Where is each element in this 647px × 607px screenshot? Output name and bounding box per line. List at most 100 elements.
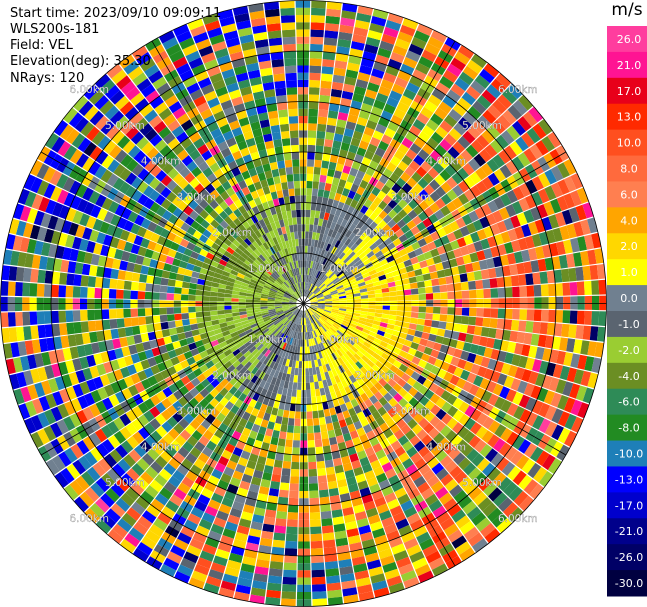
velocity-cell [44, 270, 53, 284]
velocity-cell [137, 370, 148, 382]
velocity-cell [126, 262, 135, 272]
velocity-cell [126, 397, 138, 409]
velocity-cell [349, 374, 357, 384]
velocity-cell [355, 473, 367, 484]
velocity-cell [160, 450, 173, 463]
velocity-cell [316, 196, 323, 205]
velocity-cell [251, 276, 259, 282]
velocity-cell [76, 198, 89, 213]
velocity-cell [356, 147, 367, 157]
velocity-cell [487, 507, 503, 523]
velocity-cell [125, 86, 141, 101]
velocity-cell [319, 417, 326, 425]
velocity-cell [307, 275, 311, 283]
velocity-cell [278, 276, 285, 283]
velocity-cell [209, 162, 220, 173]
velocity-cell [471, 53, 487, 69]
velocity-cell [306, 389, 311, 398]
velocity-cell [476, 250, 486, 261]
velocity-cell [218, 283, 227, 289]
velocity-cell [374, 534, 388, 546]
velocity-cell [554, 323, 563, 337]
velocity-cell [15, 220, 27, 237]
velocity-cell [373, 400, 383, 411]
velocity-cell [23, 326, 32, 341]
velocity-cell [500, 179, 513, 193]
velocity-cell [37, 146, 51, 163]
velocity-cell [445, 430, 458, 442]
velocity-cell [174, 251, 184, 261]
velocity-cell [563, 397, 576, 413]
velocity-cell [109, 110, 124, 125]
velocity-cell [555, 379, 567, 394]
velocity-cell [589, 264, 599, 280]
velocity-cell [285, 540, 298, 549]
range-label: 5.00km [462, 120, 502, 132]
velocity-cell [101, 309, 110, 320]
velocity-cell [167, 138, 180, 150]
velocity-cell [184, 330, 193, 339]
velocity-cell [170, 544, 186, 558]
velocity-cell [59, 388, 71, 403]
velocity-cell [530, 206, 542, 221]
velocity-cell [154, 139, 167, 152]
velocity-cell [254, 401, 263, 411]
velocity-cell [194, 214, 205, 225]
velocity-cell [544, 169, 557, 185]
velocity-cell [280, 130, 290, 139]
velocity-cell [394, 342, 404, 350]
velocity-cell [324, 332, 330, 340]
colorbar-tick-label: 10.0 [617, 137, 642, 150]
velocity-cell [161, 506, 176, 519]
velocity-cell [518, 94, 534, 111]
velocity-cell [431, 88, 446, 101]
velocity-cell [413, 154, 425, 166]
velocity-cell [383, 402, 393, 412]
velocity-cell [277, 102, 288, 111]
velocity-cell [65, 298, 73, 310]
velocity-cell [205, 413, 216, 424]
velocity-cell [349, 167, 359, 177]
velocity-cell [224, 289, 233, 295]
velocity-cell [270, 554, 284, 563]
velocity-cell [345, 313, 353, 318]
velocity-cell [309, 307, 316, 313]
velocity-cell [84, 105, 99, 121]
velocity-cell [326, 124, 336, 134]
colorbar-bin [607, 336, 647, 364]
velocity-cell [375, 305, 383, 310]
velocity-cell [568, 207, 580, 223]
velocity-cell [551, 408, 564, 424]
velocity-cell [298, 332, 302, 340]
velocity-cell [319, 273, 326, 281]
velocity-cell [415, 564, 431, 577]
velocity-cell [366, 315, 375, 321]
velocity-cell [104, 84, 120, 100]
velocity-cell [201, 487, 214, 499]
velocity-cell [443, 371, 454, 383]
velocity-cell [45, 459, 60, 476]
velocity-cell [263, 317, 271, 323]
velocity-cell [315, 262, 320, 271]
velocity-cell [263, 465, 274, 474]
velocity-cell [310, 298, 318, 302]
velocity-cell [339, 308, 347, 312]
velocity-cell [331, 296, 340, 300]
velocity-cell [391, 223, 401, 233]
velocity-cell [276, 310, 284, 315]
velocity-cell [141, 378, 152, 390]
velocity-cell [44, 365, 55, 380]
velocity-cell [275, 269, 282, 277]
velocity-cell [194, 259, 204, 268]
velocity-cell [444, 133, 457, 146]
velocity-cell [483, 248, 493, 259]
velocity-cell [318, 343, 323, 351]
velocity-cell [591, 311, 600, 326]
velocity-cell [176, 245, 187, 254]
velocity-cell [325, 269, 332, 276]
velocity-cell [460, 316, 469, 325]
velocity-cell [472, 335, 481, 345]
velocity-cell [33, 210, 45, 226]
velocity-cell [464, 417, 476, 431]
velocity-cell [182, 441, 194, 453]
